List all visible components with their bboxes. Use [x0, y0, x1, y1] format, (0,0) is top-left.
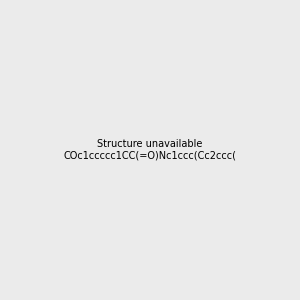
Text: Structure unavailable
COc1ccccc1CC(=O)Nc1ccc(Cc2ccc(: Structure unavailable COc1ccccc1CC(=O)Nc…	[64, 139, 236, 161]
